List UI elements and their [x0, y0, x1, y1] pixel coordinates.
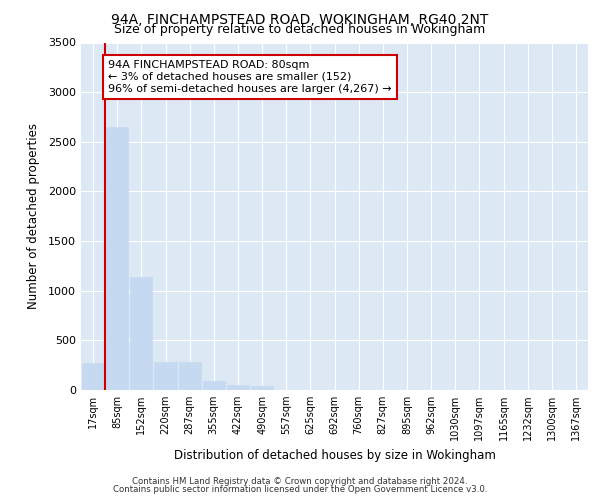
X-axis label: Distribution of detached houses by size in Wokingham: Distribution of detached houses by size …	[173, 448, 496, 462]
Bar	[154, 362, 176, 390]
Bar	[227, 384, 249, 390]
Text: Contains public sector information licensed under the Open Government Licence v3: Contains public sector information licen…	[113, 484, 487, 494]
Text: Contains HM Land Registry data © Crown copyright and database right 2024.: Contains HM Land Registry data © Crown c…	[132, 477, 468, 486]
Y-axis label: Number of detached properties: Number of detached properties	[26, 123, 40, 309]
Text: 94A, FINCHAMPSTEAD ROAD, WOKINGHAM, RG40 2NT: 94A, FINCHAMPSTEAD ROAD, WOKINGHAM, RG40…	[112, 12, 488, 26]
Bar	[106, 127, 128, 390]
Bar	[82, 363, 104, 390]
Bar	[251, 386, 273, 390]
Bar	[130, 277, 152, 390]
Text: 94A FINCHAMPSTEAD ROAD: 80sqm
← 3% of detached houses are smaller (152)
96% of s: 94A FINCHAMPSTEAD ROAD: 80sqm ← 3% of de…	[108, 60, 392, 94]
Bar	[203, 381, 225, 390]
Bar	[179, 362, 201, 390]
Text: Size of property relative to detached houses in Wokingham: Size of property relative to detached ho…	[115, 22, 485, 36]
